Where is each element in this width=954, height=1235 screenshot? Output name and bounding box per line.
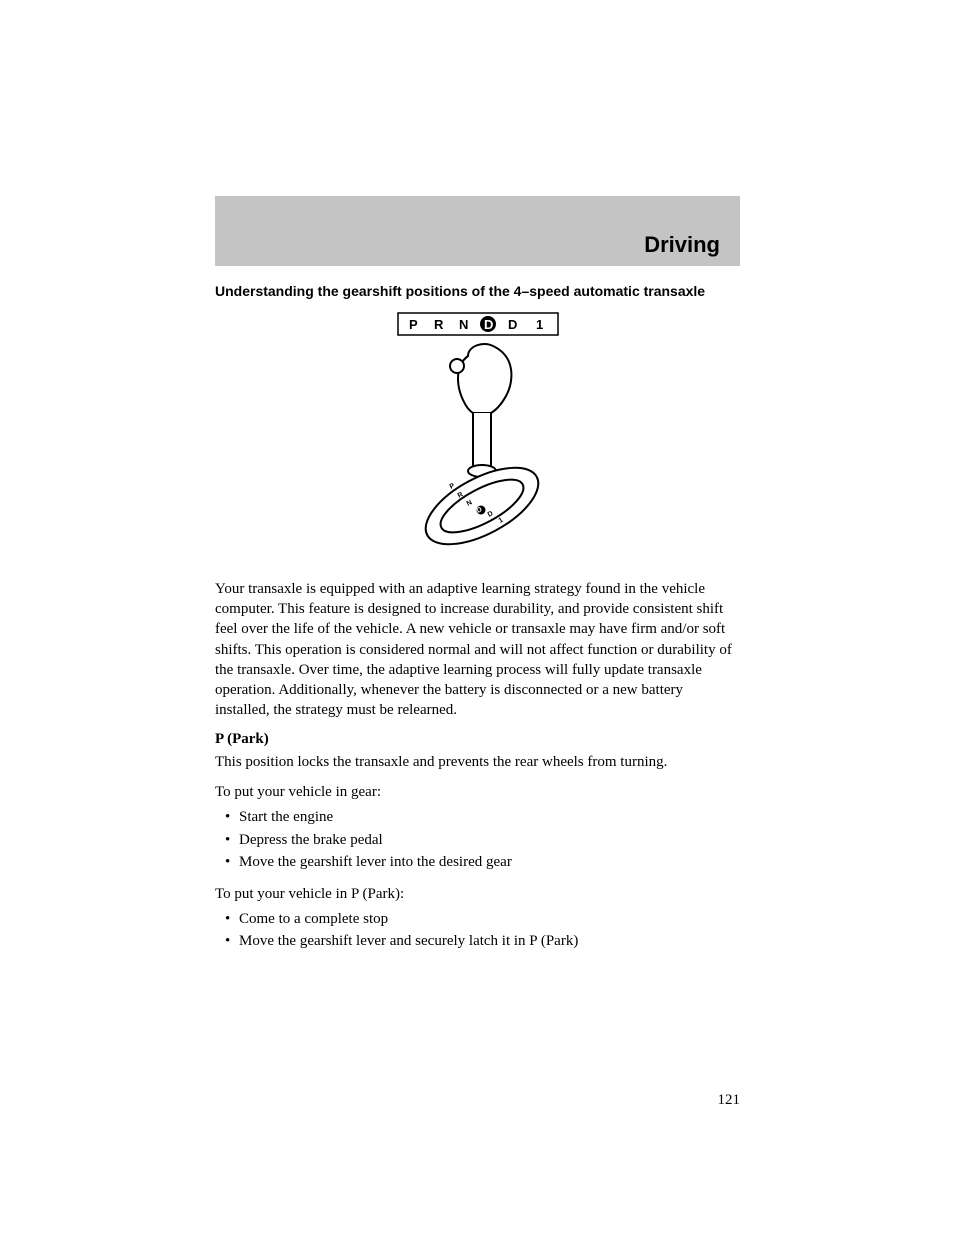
gear-pos-2: N xyxy=(459,317,468,332)
gearshift-diagram: P R N D D 1 xyxy=(215,311,740,561)
page-number: 121 xyxy=(718,1092,741,1109)
list-in-park: Come to a complete stop Move the gearshi… xyxy=(215,908,740,953)
section-heading-park: P (Park) xyxy=(215,731,740,748)
list2-intro: To put your vehicle in P (Park): xyxy=(215,884,740,904)
list-item: Come to a complete stop xyxy=(215,908,740,931)
list-item: Move the gearshift lever and securely la… xyxy=(215,930,740,953)
gear-pos-0: P xyxy=(409,317,418,332)
subheading: Understanding the gearshift positions of… xyxy=(215,282,740,301)
list-item: Move the gearshift lever into the desire… xyxy=(215,851,740,874)
body-paragraph: Your transaxle is equipped with an adapt… xyxy=(215,579,740,721)
gearshift-lever-icon xyxy=(414,344,550,560)
list1-intro: To put your vehicle in gear: xyxy=(215,782,740,802)
list-in-gear: Start the engine Depress the brake pedal… xyxy=(215,806,740,874)
park-description: This position locks the transaxle and pr… xyxy=(215,752,740,772)
list-item: Depress the brake pedal xyxy=(215,829,740,852)
list-item: Start the engine xyxy=(215,806,740,829)
page-content: Understanding the gearshift positions of… xyxy=(215,282,740,963)
gear-pos-3: D xyxy=(484,317,493,332)
gear-pos-1: R xyxy=(434,317,444,332)
gear-pos-5: 1 xyxy=(536,317,543,332)
header-band: Driving xyxy=(215,196,740,266)
gear-pos-4: D xyxy=(508,317,517,332)
page-section-title: Driving xyxy=(644,232,720,258)
